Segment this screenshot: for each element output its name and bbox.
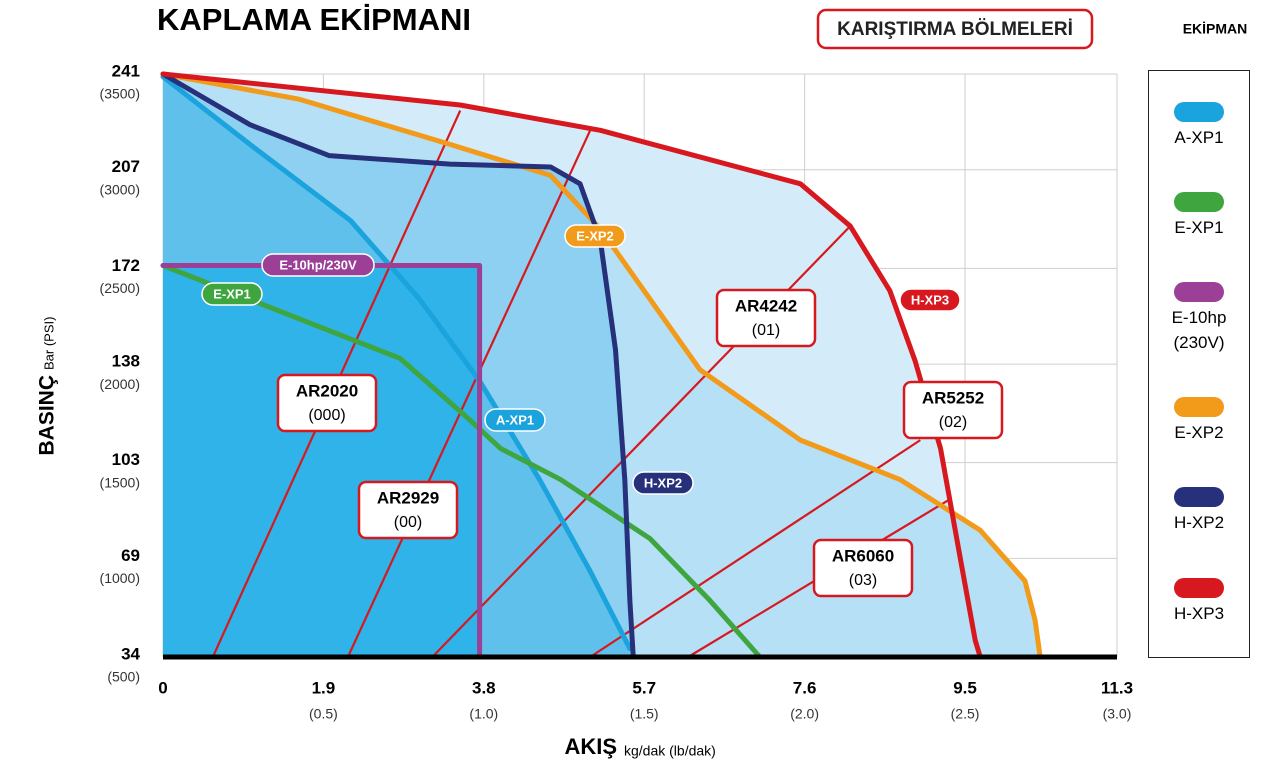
chart: KAPLAMA EKİPMANI KARIŞTIRMA BÖLMELERİ EK… xyxy=(0,0,1274,767)
legend-swatch xyxy=(1174,487,1224,507)
legend-label: E-XP1 xyxy=(1174,216,1223,241)
legend-item: E-XP2 xyxy=(1164,397,1234,446)
legend-label: H-XP2 xyxy=(1174,511,1224,536)
y-tick-secondary: (2500) xyxy=(100,280,140,296)
y-tick-secondary: (1000) xyxy=(100,570,140,586)
x-tick-secondary: (2.0) xyxy=(790,706,819,722)
chamber-name: AR6060 xyxy=(832,546,894,565)
legend-swatch xyxy=(1174,282,1224,302)
x-tick-label: 1.9 xyxy=(312,678,336,697)
legend-title: EKİPMAN xyxy=(1183,21,1248,37)
series-tag: A-XP1 xyxy=(496,412,534,427)
series-tag: E-XP2 xyxy=(576,228,614,243)
x-tick-label: 0 xyxy=(158,678,167,697)
y-tick-secondary: (3000) xyxy=(100,181,140,197)
legend-swatch xyxy=(1174,397,1224,417)
x-tick-label: 5.7 xyxy=(632,678,656,697)
y-unit: Bar (PSI) xyxy=(41,317,56,370)
legend-item: H-XP3 xyxy=(1164,578,1234,627)
chamber-code: (01) xyxy=(752,322,780,339)
x-tick-label: 7.6 xyxy=(793,678,817,697)
legend-swatch xyxy=(1174,578,1224,598)
y-tick-label: 103 xyxy=(112,450,140,469)
x-tick-secondary: (1.0) xyxy=(469,706,498,722)
legend-label: A-XP1 xyxy=(1174,126,1223,151)
chamber-name: AR5252 xyxy=(922,388,984,407)
x-tick-label: 9.5 xyxy=(953,678,977,697)
legend-label: E-XP2 xyxy=(1174,421,1223,446)
legend-item: E-10hp (230V) xyxy=(1164,282,1234,355)
x-tick-secondary: (0.5) xyxy=(309,706,338,722)
y-tick-secondary: (2000) xyxy=(100,376,140,392)
y-tick-label: 207 xyxy=(112,157,140,176)
y-tick-label: 138 xyxy=(112,352,140,371)
x-tick-secondary: (1.5) xyxy=(630,706,659,722)
x-tick-secondary: (2.5) xyxy=(951,706,980,722)
series-area xyxy=(163,266,480,657)
legend-swatch xyxy=(1174,102,1224,122)
legend-item: H-XP2 xyxy=(1164,487,1234,536)
y-label: BASINÇ xyxy=(36,375,59,456)
chart-subtitle: KARIŞTIRMA BÖLMELERİ xyxy=(837,19,1073,40)
y-tick-secondary: (3500) xyxy=(100,86,140,102)
y-axis-title: BASINÇ Bar (PSI) xyxy=(36,317,59,456)
legend-label: H-XP3 xyxy=(1174,602,1224,627)
y-tick-label: 34 xyxy=(121,644,140,663)
legend-item: E-XP1 xyxy=(1164,192,1234,241)
x-tick-label: 3.8 xyxy=(472,678,496,697)
y-tick-secondary: (1500) xyxy=(100,474,140,490)
x-tick-secondary: (3.0) xyxy=(1103,706,1132,722)
chamber-code: (000) xyxy=(308,407,345,424)
chamber-name: AR2929 xyxy=(377,488,439,507)
chamber-code: (00) xyxy=(394,514,422,531)
x-label: AKIŞ xyxy=(564,734,617,759)
page: KAPLAMA EKİPMANI KARIŞTIRMA BÖLMELERİ EK… xyxy=(0,0,1274,767)
legend-label: E-10hp (230V) xyxy=(1164,306,1234,355)
x-unit: kg/dak (lb/dak) xyxy=(624,743,716,759)
y-tick-label: 172 xyxy=(112,256,140,275)
chart-title: KAPLAMA EKİPMANI xyxy=(157,2,471,37)
series-tag: E-10hp/230V xyxy=(279,257,357,272)
legend: A-XP1 E-XP1 E-10hp (230V) E-XP2 H-XP2 H-XP3 xyxy=(1148,70,1250,658)
chamber-code: (02) xyxy=(939,414,967,431)
y-tick-secondary: (500) xyxy=(107,669,140,685)
chamber-name: AR2020 xyxy=(296,381,358,400)
series-tag: E-XP1 xyxy=(213,286,251,301)
chamber-name: AR4242 xyxy=(735,296,797,315)
y-tick-label: 69 xyxy=(121,546,140,565)
y-tick-label: 241 xyxy=(112,61,140,80)
legend-swatch xyxy=(1174,192,1224,212)
x-tick-label: 11.3 xyxy=(1101,678,1133,697)
series-tag: H-XP3 xyxy=(911,292,949,307)
chamber-code: (03) xyxy=(849,572,877,589)
legend-item: A-XP1 xyxy=(1164,102,1234,151)
series-tag: H-XP2 xyxy=(644,475,682,490)
